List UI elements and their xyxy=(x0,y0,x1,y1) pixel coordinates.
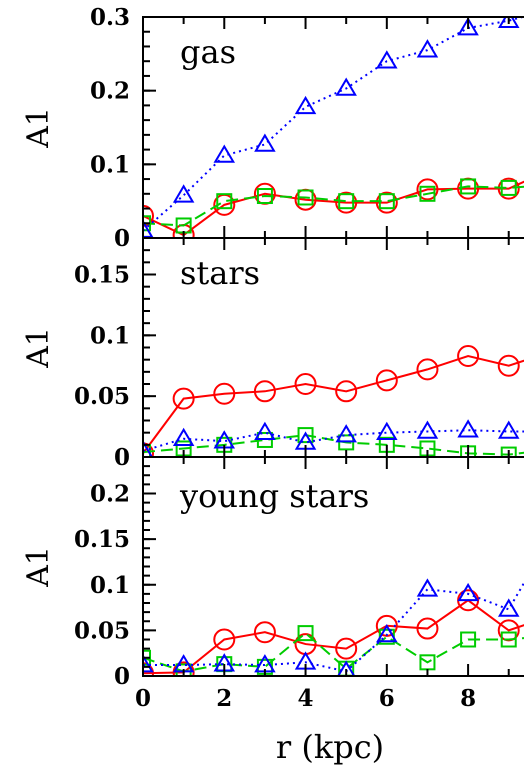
circle-marker xyxy=(416,178,439,201)
y-tick-label: 0.2 xyxy=(90,78,130,105)
series-line xyxy=(143,631,524,673)
square-marker xyxy=(500,631,517,648)
panel-stars: 0 0.05 0.1 0.15 stars A1 xyxy=(21,237,524,471)
y-tick-label: 0.3 xyxy=(90,4,130,31)
circle-marker xyxy=(253,380,276,403)
circle-marker xyxy=(375,369,398,392)
square-marker xyxy=(500,446,517,457)
series-line xyxy=(143,17,524,232)
y-tick-label: 0.15 xyxy=(74,262,130,289)
y-tick-label: 0.1 xyxy=(90,572,130,599)
circle-marker xyxy=(375,191,398,214)
x-axis-label: r (kpc) xyxy=(276,728,384,766)
panel-stars-title: stars xyxy=(180,254,260,292)
circle-marker xyxy=(335,637,358,660)
triangle-marker xyxy=(457,419,479,438)
triangle-marker xyxy=(294,95,317,115)
triangle-marker xyxy=(143,654,154,673)
square-marker xyxy=(460,631,477,648)
panel-young-stars-series xyxy=(143,578,524,676)
triangle-marker xyxy=(497,598,520,617)
y-tick-label: 0.05 xyxy=(74,383,130,410)
x-tick-label: 8 xyxy=(460,685,476,712)
square-marker xyxy=(297,625,314,642)
y-tick-label: 0.05 xyxy=(74,617,130,644)
panel-young-stars-ylabel: A1 xyxy=(21,546,56,588)
square-marker xyxy=(297,189,314,206)
triangle-marker xyxy=(497,17,520,28)
triangle-marker xyxy=(337,660,356,676)
series-line xyxy=(143,599,524,675)
circle-marker xyxy=(253,621,276,644)
circle-marker xyxy=(172,387,195,410)
circle-marker xyxy=(143,442,154,457)
triangle-marker xyxy=(376,623,398,643)
triangle-marker xyxy=(254,421,276,440)
series-line xyxy=(143,580,524,673)
square-marker xyxy=(297,427,314,444)
square-marker xyxy=(500,179,517,196)
triangle-marker xyxy=(416,578,439,597)
panel-young-stars-ticks: 00.050.10.150.20246810 xyxy=(74,456,510,712)
triangle-marker xyxy=(335,77,357,96)
triangle-marker xyxy=(457,17,479,36)
triangle-marker xyxy=(376,50,398,69)
square-marker xyxy=(460,178,477,195)
y-tick-label: 0.2 xyxy=(90,481,130,508)
panel-young-stars-title: young stars xyxy=(179,477,369,515)
triangle-marker xyxy=(376,421,398,440)
y-tick-label: 0 xyxy=(114,663,130,690)
x-tick-label: 2 xyxy=(216,685,232,712)
square-marker xyxy=(256,188,273,205)
triangle-marker xyxy=(172,184,195,203)
series-line xyxy=(143,354,524,454)
square-marker xyxy=(338,193,355,210)
circle-marker xyxy=(294,373,317,395)
circle-marker xyxy=(143,662,154,676)
y-tick-label: 0.15 xyxy=(74,526,130,553)
panel-stars-ylabel: A1 xyxy=(21,327,56,369)
series-line xyxy=(143,434,524,456)
panel-gas-ticks: 0 0.1 0.2 0.3 xyxy=(90,4,510,252)
panel-stars-series xyxy=(143,345,524,457)
y-tick-label: 0.1 xyxy=(90,151,130,178)
panel-gas: 0 0.1 0.2 0.3 gas A1 xyxy=(21,4,524,252)
y-tick-label: 0.1 xyxy=(90,322,130,349)
triangle-marker xyxy=(143,219,154,238)
circle-marker xyxy=(335,191,358,214)
square-marker xyxy=(378,193,395,210)
triangle-marker xyxy=(416,420,439,439)
circle-marker xyxy=(213,628,236,651)
triangle-marker xyxy=(457,582,479,602)
square-marker xyxy=(419,185,436,202)
triangle-marker xyxy=(416,39,439,58)
x-tick-label: 6 xyxy=(379,685,395,712)
panel-gas-ylabel: A1 xyxy=(21,107,56,149)
y-tick-label: 0 xyxy=(114,444,130,471)
triangle-marker xyxy=(335,424,357,443)
circle-marker xyxy=(497,354,520,377)
square-marker xyxy=(216,193,233,210)
x-tick-label: 0 xyxy=(135,685,151,712)
circle-marker xyxy=(213,382,236,405)
triangle-marker xyxy=(143,439,154,457)
triangle-marker xyxy=(172,427,195,447)
panel-stars-ticks: 0 0.05 0.1 0.15 xyxy=(74,237,510,471)
x-tick-label: 4 xyxy=(298,685,314,712)
panel-young-stars: 00.050.10.150.20246810 young stars A1 r … xyxy=(21,456,524,766)
circle-marker xyxy=(143,204,154,227)
triangle-marker xyxy=(213,144,236,163)
circle-marker xyxy=(416,358,439,381)
triangle-marker xyxy=(497,420,520,439)
circle-marker xyxy=(335,380,358,403)
triangle-marker xyxy=(254,133,276,152)
series-line xyxy=(143,429,524,452)
panel-gas-title: gas xyxy=(180,33,236,71)
circle-marker xyxy=(416,617,439,640)
circle-marker xyxy=(497,177,520,200)
y-tick-label: 0 xyxy=(114,225,130,252)
circle-marker xyxy=(457,345,480,368)
